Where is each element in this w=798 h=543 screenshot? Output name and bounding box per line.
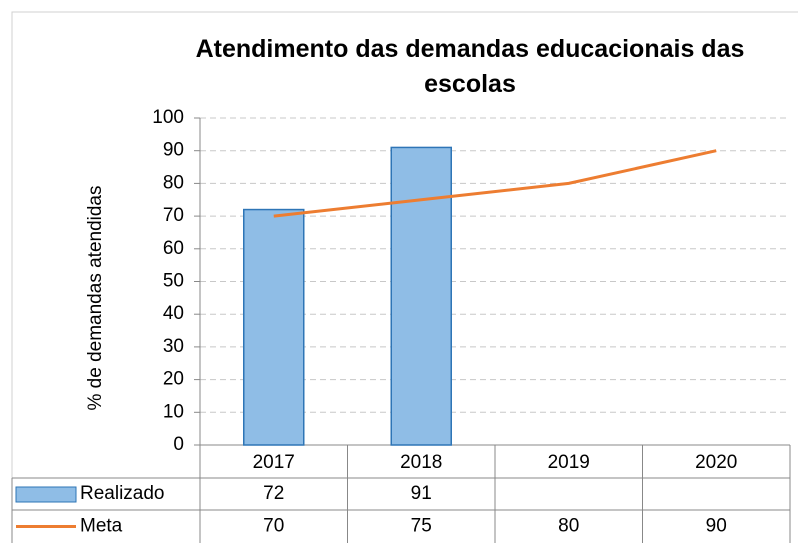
- y-tick-label: 20: [163, 369, 184, 390]
- y-tick-label: 50: [163, 271, 184, 292]
- table-value: 75: [411, 516, 432, 537]
- chart-title: Atendimento das demandas educacionais da…: [195, 35, 745, 98]
- y-tick-label: 100: [152, 107, 184, 128]
- x-tick-label: 2020: [695, 452, 737, 473]
- bar: [243, 208, 305, 446]
- legend-key: [15, 486, 77, 503]
- x-tick-label: 2018: [400, 452, 442, 473]
- table-value: 80: [558, 516, 579, 537]
- y-tick-label: 40: [163, 303, 184, 324]
- bar: [390, 146, 452, 446]
- line: [273, 149, 717, 218]
- y-tick-label: 30: [163, 336, 184, 357]
- table-value: 91: [411, 483, 432, 504]
- y-tick-label: 0: [173, 434, 184, 455]
- y-axis-label: % de demandas atendidas: [85, 186, 106, 411]
- chart-border: [11, 11, 798, 543]
- table-value: 70: [263, 516, 284, 537]
- x-tick-label: 2019: [548, 452, 590, 473]
- y-tick-label: 60: [163, 238, 184, 259]
- x-tick-label: 2017: [253, 452, 295, 473]
- y-tick-label: 80: [163, 172, 184, 193]
- y-tick-label: 70: [163, 205, 184, 226]
- legend-label: Meta: [80, 516, 123, 537]
- table-value: 72: [263, 483, 284, 504]
- legend-label: Realizado: [80, 483, 165, 504]
- y-tick-label: 90: [163, 140, 184, 161]
- table-value: 90: [706, 516, 727, 537]
- y-tick-label: 10: [163, 401, 184, 422]
